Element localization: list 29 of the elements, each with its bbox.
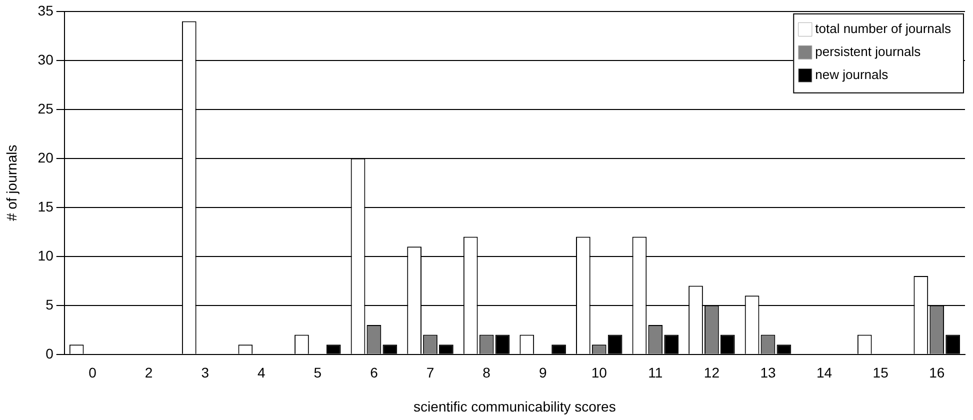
x-tick-label: 5	[314, 364, 322, 381]
x-tick-label: 10	[591, 364, 608, 381]
legend-label: total number of journals	[815, 20, 952, 36]
x-tick-label: 15	[872, 364, 889, 381]
y-tick-label: 35	[38, 2, 54, 18]
x-tick-label: 16	[929, 364, 945, 381]
x-axis-title: scientific communicability scores	[414, 398, 616, 414]
y-tick-label: 25	[38, 100, 54, 116]
x-tick-label: 0	[88, 364, 97, 381]
x-tick-label: 14	[816, 364, 832, 381]
x-tick-label: 3	[201, 364, 210, 381]
x-tick-label: 11	[648, 364, 663, 381]
x-tick-label: 4	[257, 364, 266, 381]
y-tick-label: 15	[38, 198, 54, 214]
legend-label: new journals	[815, 66, 889, 82]
x-tick-label: 8	[482, 364, 491, 381]
legend-label: persistent journals	[815, 44, 922, 59]
x-tick-label: 13	[760, 364, 776, 381]
y-tick-label: 5	[46, 296, 54, 312]
x-tick-label: 12	[704, 364, 720, 381]
y-tick-label: 10	[38, 247, 54, 264]
y-tick-label: 30	[38, 51, 54, 68]
x-tick-label: 2	[144, 364, 153, 381]
x-tick-label: 9	[538, 364, 547, 381]
y-tick-label: 0	[46, 345, 54, 362]
x-tick-label: 7	[426, 364, 434, 381]
y-axis-title: # of journals	[3, 144, 20, 222]
y-tick-label: 20	[38, 149, 54, 166]
x-tick-label: 6	[370, 364, 378, 381]
